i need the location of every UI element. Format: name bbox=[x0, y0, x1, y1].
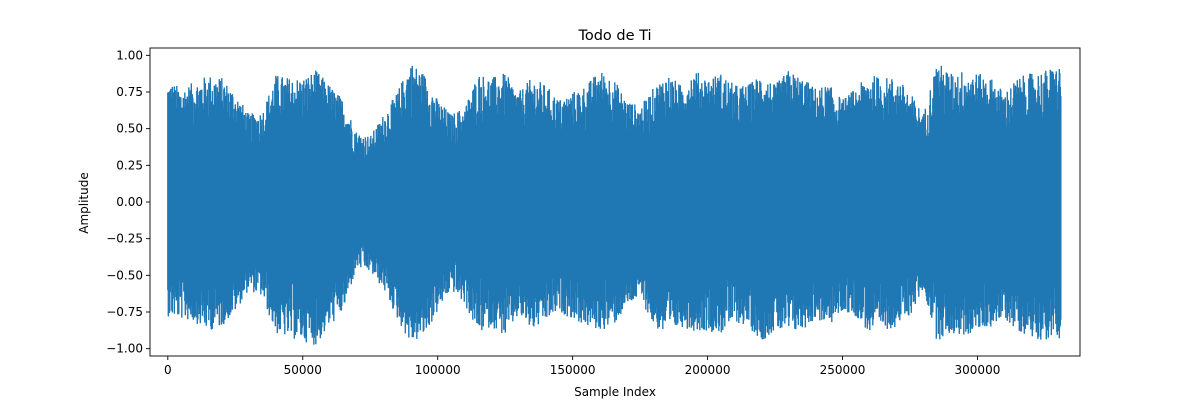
x-tick-label: 50000 bbox=[284, 363, 322, 377]
y-tick-label: 0.75 bbox=[116, 85, 143, 99]
x-axis: 0 50000 100000 150000 200000 250000 300000 bbox=[164, 356, 1000, 377]
y-tick-label: −0.50 bbox=[106, 268, 143, 282]
x-tick-label: 0 bbox=[164, 363, 172, 377]
y-axis: −1.00 −0.75 −0.50 −0.25 0.00 0.25 0.50 0.75 1.00 bbox=[106, 48, 150, 356]
chart-title: Todo de Ti bbox=[577, 28, 651, 44]
waveform-series-line bbox=[167, 65, 1062, 345]
plot-area bbox=[167, 65, 1062, 345]
y-tick-label: 0.00 bbox=[116, 195, 143, 209]
y-tick-label: 0.25 bbox=[116, 158, 143, 172]
y-axis-label: Amplitude bbox=[77, 172, 91, 234]
y-tick-label: −0.25 bbox=[106, 232, 143, 246]
x-tick-label: 150000 bbox=[550, 363, 596, 377]
y-tick-label: 1.00 bbox=[116, 48, 143, 62]
x-tick-label: 250000 bbox=[820, 363, 866, 377]
x-tick-label: 100000 bbox=[415, 363, 461, 377]
y-tick-label: −1.00 bbox=[106, 342, 143, 356]
y-tick-label: −0.75 bbox=[106, 305, 143, 319]
y-tick-label: 0.50 bbox=[116, 122, 143, 136]
x-axis-label: Sample Index bbox=[574, 385, 656, 399]
x-tick-label: 200000 bbox=[685, 363, 731, 377]
x-tick-label: 300000 bbox=[955, 363, 1001, 377]
